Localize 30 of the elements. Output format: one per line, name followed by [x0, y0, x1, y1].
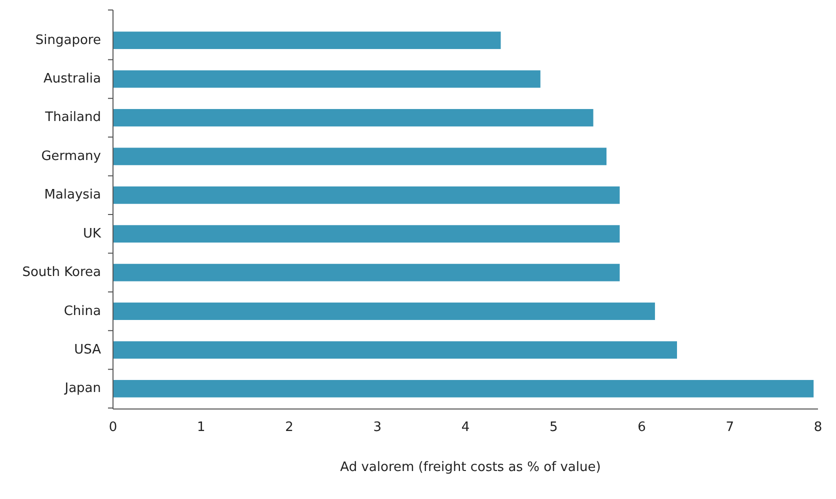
bar — [113, 148, 606, 166]
x-axis-title: Ad valorem (freight costs as % of value) — [340, 460, 601, 475]
bar — [113, 109, 594, 126]
bar — [113, 302, 655, 320]
bar — [113, 32, 501, 50]
bar — [113, 264, 620, 282]
y-tick-label: Australia — [43, 72, 101, 87]
bar — [113, 380, 814, 398]
y-tick-label: Singapore — [35, 32, 101, 48]
x-tick-label: 4 — [461, 420, 470, 435]
x-tick-label: 8 — [814, 420, 822, 435]
bar — [113, 341, 677, 359]
y-tick-label: Japan — [64, 381, 101, 396]
bar — [113, 186, 620, 204]
y-tick-label: Thailand — [44, 110, 101, 126]
y-tick-label: UK — [82, 226, 102, 242]
x-tick-label: 0 — [108, 420, 118, 435]
x-tick-label: 7 — [726, 420, 734, 435]
y-tick-label: China — [64, 304, 101, 319]
x-tick-label: 5 — [549, 420, 558, 435]
x-tick-label: 1 — [196, 420, 206, 435]
bar — [113, 70, 540, 88]
y-tick-label: Germany — [41, 148, 102, 164]
bar — [113, 225, 620, 243]
y-tick-label: South Korea — [22, 265, 101, 280]
y-tick-label: USA — [74, 342, 102, 358]
x-tick-label: 2 — [285, 420, 294, 435]
x-tick-label: 6 — [638, 420, 646, 435]
x-tick-label: 3 — [373, 420, 382, 435]
y-tick-label: Malaysia — [44, 188, 101, 203]
